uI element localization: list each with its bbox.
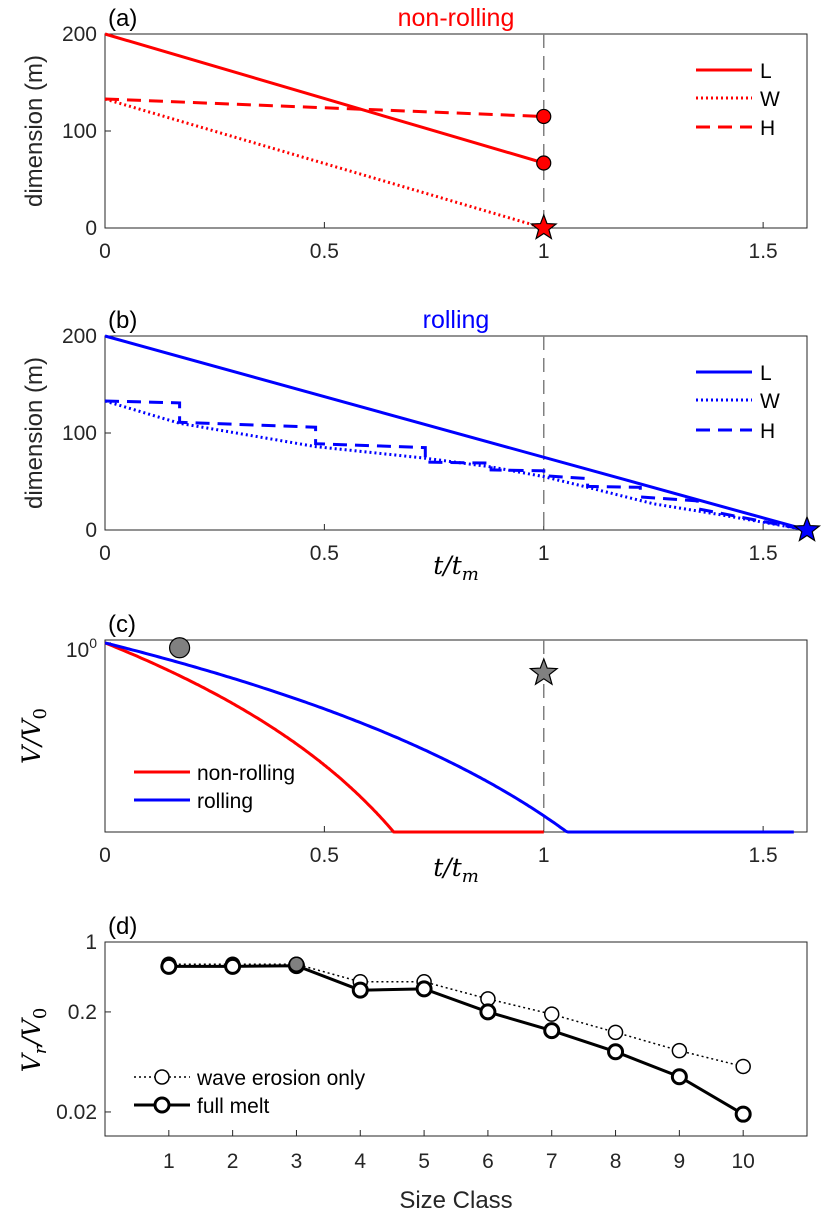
panel-c-legend: non-rolling rolling [134, 762, 295, 813]
legend-d-full: full melt [197, 1095, 270, 1118]
panel-d-xtick-label: 4 [354, 1150, 366, 1173]
panel-d-ylabel: Vr/V0 [17, 1008, 51, 1073]
panel-b-label: (b) [108, 307, 137, 334]
panel-d-point [543, 1022, 561, 1040]
panel-a-marker-star [529, 213, 558, 240]
panel-c-xtick-label: 1.5 [749, 844, 778, 867]
panel-b-ytick-label: 100 [62, 422, 97, 445]
panel-d-point [415, 980, 433, 998]
panel-c-frame [104, 639, 808, 833]
panel-a-xtick-label: 1.5 [749, 240, 778, 263]
panel-b-ytick-label: 0 [85, 519, 97, 542]
panel-c-ylabel: V/V0 [17, 708, 51, 764]
panel-b-xtick-label: 1 [538, 542, 550, 565]
panel-d-label: (d) [108, 913, 137, 940]
panel-d-point [351, 981, 369, 999]
legend-d-full-marker [153, 1096, 171, 1114]
panel-d-point [479, 1003, 497, 1021]
panel-d-ytick-label: 1 [85, 931, 97, 954]
legend-a-H: H [760, 117, 775, 140]
panel-d-point [160, 957, 178, 975]
panel-d-point [670, 1068, 688, 1086]
panel-d-ytick-label: 0.2 [68, 1001, 97, 1024]
panel-b-series-W [104, 399, 808, 532]
panel-d-xtick-label: 3 [291, 1150, 303, 1173]
panel-a-xtick-label: 1 [538, 240, 550, 263]
panel-a-ylabel: dimension (m) [21, 55, 48, 207]
panel-d-frame [104, 941, 808, 1137]
panel-b-legend: L W H [696, 362, 780, 443]
panel-c: (c) V/V0 100 t/tm 0 0.5 1 1.5 non-rolling r… [17, 611, 808, 887]
panel-d-point [543, 1006, 560, 1022]
legend-a-L: L [760, 60, 772, 83]
panel-d-xtick-label: 1 [163, 1150, 175, 1173]
panel-d-point [734, 1105, 752, 1123]
panel-b-ylabel: dimension (m) [21, 357, 48, 509]
panel-a-label: (a) [108, 5, 137, 32]
legend-b-H: H [760, 420, 775, 443]
panel-b-xtick-label: 0 [99, 542, 111, 565]
panel-d-point [671, 1042, 688, 1059]
legend-b-W: W [760, 390, 780, 413]
panel-d-point [607, 1043, 625, 1061]
panel-b-xtick-label: 0.5 [310, 542, 339, 565]
panel-b-ytick-label: 200 [62, 325, 97, 348]
panel-c-xtick-label: 0 [99, 844, 111, 867]
panel-d-series-full-melt [168, 964, 744, 1116]
panel-b-xtick-label: 1.5 [749, 542, 778, 565]
legend-c-nonrolling: non-rolling [197, 762, 295, 785]
panel-d-ytick-label: 0.02 [56, 1101, 97, 1124]
panel-d-xtick-label: 6 [482, 1150, 494, 1173]
panel-a-ytick-label: 0 [85, 217, 97, 240]
panel-a-title: non-rolling [398, 4, 515, 32]
panel-c-marker-star [528, 657, 559, 686]
panel-a-xtick-label: 0 [99, 240, 111, 263]
panel-c-xtick-label: 1 [538, 844, 550, 867]
panel-a-xtick-label: 0.5 [310, 240, 339, 263]
panel-d-xtick-label: 7 [546, 1150, 558, 1173]
panel-c-series-rolling [104, 641, 794, 834]
panel-c-xtick-label: 0.5 [310, 844, 339, 867]
panel-c-ytick: 100 [66, 635, 97, 662]
panel-a-marker-circle [536, 155, 552, 171]
panel-a-series-L [104, 32, 545, 165]
panel-d-xtick-label: 8 [610, 1150, 622, 1173]
panel-d-filled-point [288, 956, 305, 972]
panel-a-marker-circle [536, 108, 552, 125]
panel-b-title: rolling [423, 306, 490, 334]
panel-a-series-W [104, 97, 545, 230]
panel-c-marker-circle [168, 637, 191, 659]
panel-d-xtick-label: 9 [674, 1150, 686, 1173]
legend-d-wave: wave erosion only [196, 1067, 366, 1090]
panel-a-ytick-label: 100 [62, 120, 97, 143]
panel-d-xtick-label: 10 [732, 1150, 755, 1173]
panel-b-marker-star [792, 515, 822, 542]
panel-b-series-H [104, 399, 808, 532]
panel-a: (a) non-rolling dimension (m) 0 0.5 1 1.5 0… [21, 4, 808, 263]
panel-d-xtick-label: 2 [227, 1150, 239, 1173]
panel-b-series-L [104, 334, 808, 532]
panel-a-series-H [104, 97, 544, 118]
panel-b-xlabel: t/tm [433, 551, 479, 585]
panel-d-point [735, 1058, 751, 1075]
legend-a-W: W [760, 88, 780, 111]
panel-c-xlabel: t/tm [433, 853, 479, 887]
panel-d-point [607, 1024, 624, 1041]
panel-d-xlabel: Size Class [399, 1187, 512, 1214]
panel-d: (d) Vr/V0 Size Class 1 2 3 4 5 6 7 8 9 10 1 0.2 0.0… [17, 913, 808, 1214]
panel-a-legend: L W H [696, 60, 780, 140]
panel-c-label: (c) [108, 611, 136, 638]
panel-d-series-wave-erosion-only [168, 963, 744, 1068]
panel-a-frame [104, 33, 808, 229]
panel-d-legend: wave erosion only full melt [134, 1067, 366, 1118]
legend-b-L: L [760, 362, 772, 385]
legend-d-wave-marker [154, 1069, 170, 1085]
panel-a-ytick-label: 200 [62, 23, 97, 46]
legend-c-rolling: rolling [197, 790, 253, 813]
panel-d-point [224, 957, 242, 975]
panel-b: (b) rolling dimension (m) t/tm 0 0.5 1 1.5 … [21, 306, 822, 585]
panel-c-series-non-rolling [104, 641, 544, 834]
panel-d-xtick-label: 5 [418, 1150, 430, 1173]
